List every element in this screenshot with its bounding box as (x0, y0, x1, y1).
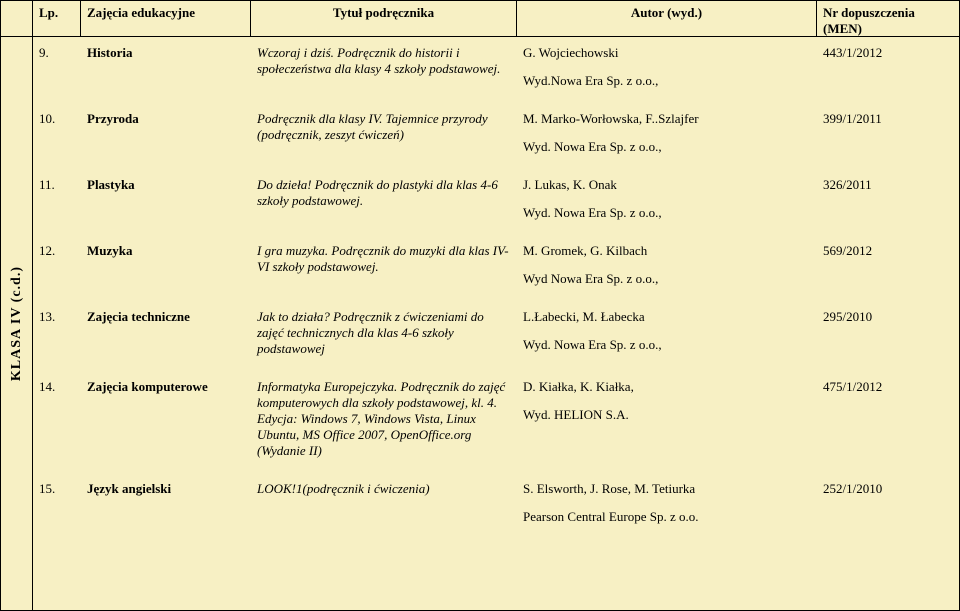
cell-title: LOOK!1(podręcznik i ćwiczenia) (251, 481, 517, 525)
cell-title: Wczoraj i dziś. Podręcznik do historii i… (251, 45, 517, 89)
table-header: Lp. Zajęcia edukacyjne Tytuł podręcznika… (1, 1, 959, 37)
header-subject: Zajęcia edukacyjne (81, 1, 251, 36)
cell-nr: 399/1/2011 (817, 111, 959, 155)
header-nr: Nr dopuszczenia (MEN) (817, 1, 959, 36)
cell-nr: 569/2012 (817, 243, 959, 287)
publisher-name: Wyd. HELION S.A. (523, 407, 811, 423)
cell-title: I gra muzyka. Podręcznik do muzyki dla k… (251, 243, 517, 287)
cell-subject: Muzyka (81, 243, 251, 287)
header-side-spacer (1, 1, 33, 36)
cell-subject: Zajęcia techniczne (81, 309, 251, 357)
table-row: 14.Zajęcia komputeroweInformatyka Europe… (33, 371, 959, 473)
cell-nr: 326/2011 (817, 177, 959, 221)
cell-subject: Plastyka (81, 177, 251, 221)
table-row: 10.PrzyrodaPodręcznik dla klasy IV. Taje… (33, 103, 959, 169)
cell-subject: Język angielski (81, 481, 251, 525)
publisher-name: Wyd Nowa Era Sp. z o.o., (523, 271, 811, 287)
cell-author: S. Elsworth, J. Rose, M. Tetiurka Pearson… (517, 481, 817, 525)
table-row: 11.PlastykaDo dzieła! Podręcznik do plas… (33, 169, 959, 235)
header-author: Autor (wyd.) (517, 1, 817, 36)
publisher-name: Wyd. Nowa Era Sp. z o.o., (523, 205, 811, 221)
cell-author: J. Lukas, K. Onak Wyd. Nowa Era Sp. z o.o… (517, 177, 817, 221)
cell-nr: 295/2010 (817, 309, 959, 357)
table-body: KLASA IV (c.d.) 9.HistoriaWczoraj i dziś… (1, 37, 959, 610)
cell-lp: 15. (33, 481, 81, 525)
cell-subject: Historia (81, 45, 251, 89)
table-row: 13.Zajęcia techniczneJak to działa? Podr… (33, 301, 959, 371)
publisher-name: Pearson Central Europe Sp. z o.o. (523, 509, 811, 525)
cell-nr: 443/1/2012 (817, 45, 959, 89)
cell-lp: 12. (33, 243, 81, 287)
class-label: KLASA IV (c.d.) (9, 266, 25, 381)
author-name: S. Elsworth, J. Rose, M. Tetiurka (523, 481, 695, 496)
table-row: 15.Język angielskiLOOK!1(podręcznik i ćw… (33, 473, 959, 533)
cell-lp: 10. (33, 111, 81, 155)
cell-lp: 9. (33, 45, 81, 89)
cell-lp: 11. (33, 177, 81, 221)
table-row: 9.HistoriaWczoraj i dziś. Podręcznik do … (33, 37, 959, 103)
publisher-name: Wyd. Nowa Era Sp. z o.o., (523, 139, 811, 155)
header-lp: Lp. (33, 1, 81, 36)
author-name: L.Łabecki, M. Łabecka (523, 309, 645, 324)
author-name: M. Marko-Worłowska, F..Szlajfer (523, 111, 699, 126)
cell-title: Jak to działa? Podręcznik z ćwiczeniami … (251, 309, 517, 357)
cell-title: Podręcznik dla klasy IV. Tajemnice przyr… (251, 111, 517, 155)
publisher-name: Wyd.Nowa Era Sp. z o.o., (523, 73, 811, 89)
author-name: M. Gromek, G. Kilbach (523, 243, 647, 258)
cell-subject: Przyroda (81, 111, 251, 155)
author-name: G. Wojciechowski (523, 45, 618, 60)
cell-title: Do dzieła! Podręcznik do plastyki dla kl… (251, 177, 517, 221)
cell-subject: Zajęcia komputerowe (81, 379, 251, 459)
author-name: D. Kiałka, K. Kiałka, (523, 379, 634, 394)
cell-lp: 14. (33, 379, 81, 459)
cell-author: L.Łabecki, M. Łabecka Wyd. Nowa Era Sp. z… (517, 309, 817, 357)
cell-title: Informatyka Europejczyka. Podręcznik do … (251, 379, 517, 459)
cell-author: D. Kiałka, K. Kiałka, Wyd. HELION S.A. (517, 379, 817, 459)
cell-author: M. Gromek, G. Kilbach Wyd Nowa Era Sp. z … (517, 243, 817, 287)
cell-author: M. Marko-Worłowska, F..Szlajfer Wyd. Nowa… (517, 111, 817, 155)
cell-nr: 475/1/2012 (817, 379, 959, 459)
page: Lp. Zajęcia edukacyjne Tytuł podręcznika… (0, 0, 960, 611)
cell-author: G. Wojciechowski Wyd.Nowa Era Sp. z o.o., (517, 45, 817, 89)
table-row: 12.MuzykaI gra muzyka. Podręcznik do muz… (33, 235, 959, 301)
publisher-name: Wyd. Nowa Era Sp. z o.o., (523, 337, 811, 353)
cell-lp: 13. (33, 309, 81, 357)
class-sidebar: KLASA IV (c.d.) (1, 37, 33, 610)
cell-nr: 252/1/2010 (817, 481, 959, 525)
header-title: Tytuł podręcznika (251, 1, 517, 36)
author-name: J. Lukas, K. Onak (523, 177, 617, 192)
rows-container: 9.HistoriaWczoraj i dziś. Podręcznik do … (33, 37, 959, 610)
